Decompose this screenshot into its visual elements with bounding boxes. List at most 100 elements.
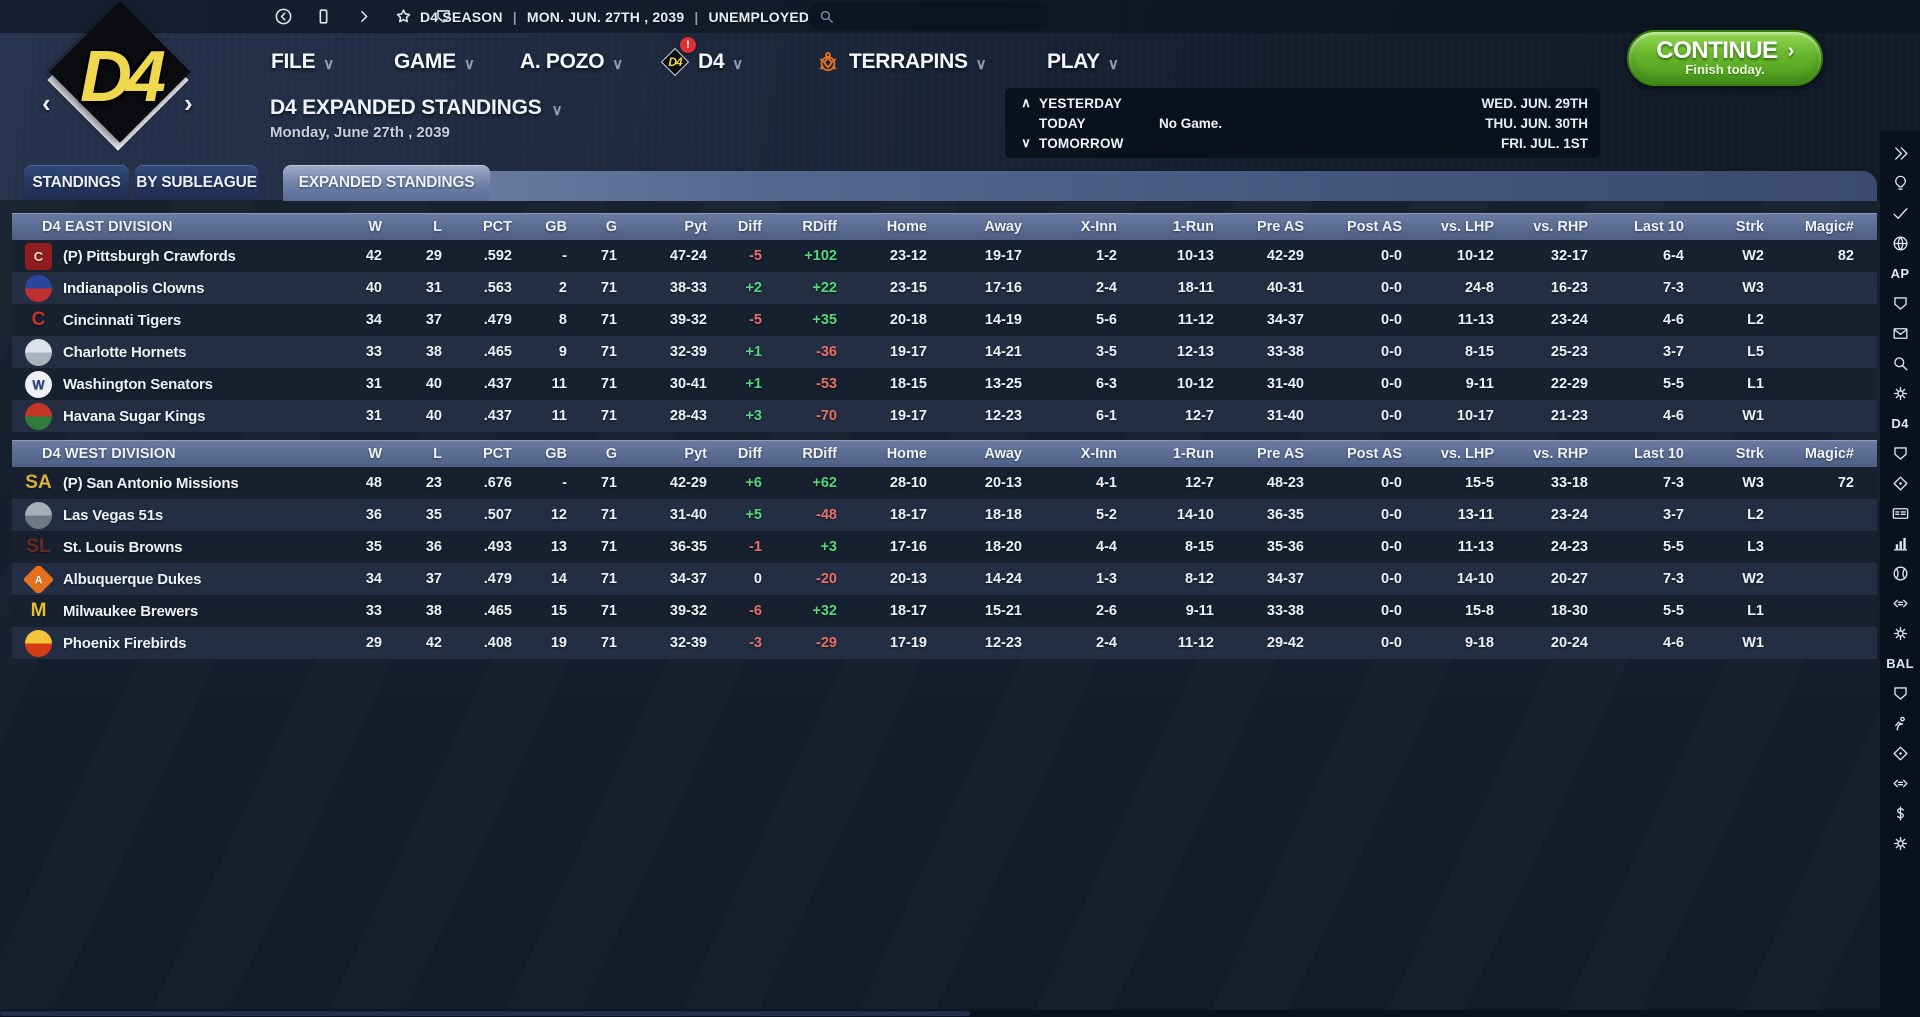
scrollbar-thumb[interactable]	[0, 1011, 970, 1016]
team-cell[interactable]: SA (P) San Antonio Missions	[12, 470, 328, 497]
logo-prev-arrow-icon[interactable]: ‹	[42, 88, 51, 118]
continue-button[interactable]: CONTINUE › Finish today.	[1627, 30, 1823, 86]
menu-game[interactable]: GAME ∨	[394, 50, 475, 73]
team-cell[interactable]: C Cincinnati Tigers	[12, 307, 328, 334]
stat-cell: +62	[812, 475, 837, 491]
column-header: Away	[984, 218, 1022, 235]
table-row[interactable]: C (P) Pittsburgh Crawfords 42 29 .592 - 71 47-…	[12, 240, 1877, 272]
sidebar-label-d4[interactable]: D4	[1891, 415, 1909, 431]
schedule-up-arrow-icon[interactable]: ∧	[1021, 95, 1031, 110]
sidebar-bar-chart-icon[interactable]	[1880, 528, 1920, 558]
team-cell[interactable]: A Albuquerque Dukes	[12, 565, 328, 593]
sidebar-home-icon[interactable]	[1880, 678, 1920, 708]
logo-next-arrow-icon[interactable]: ›	[184, 88, 193, 118]
table-row[interactable]: C Cincinnati Tigers 34 37 .479 8 71 39-32 -5 +35…	[12, 304, 1877, 336]
team-cell[interactable]: Indianapolis Clowns	[12, 274, 328, 302]
sidebar-dollar-icon[interactable]	[1880, 798, 1920, 828]
table-row[interactable]: Charlotte Hornets 33 38 .465 9 71 32-39 +1 -36 1…	[12, 336, 1877, 368]
table-row[interactable]: Indianapolis Clowns 40 31 .563 2 71 38-33 +2 +2…	[12, 272, 1877, 304]
stat-cell: .437	[483, 408, 512, 424]
table-row[interactable]: SA (P) San Antonio Missions 48 23 .676 - 71 42…	[12, 467, 1877, 499]
table-row[interactable]: Phoenix Firebirds 29 42 .408 19 71 32-39 -3 -29…	[12, 627, 1877, 659]
table-row[interactable]: SL St. Louis Browns 35 36 .493 13 71 36-35 -1 +3…	[12, 531, 1877, 563]
column-header: X-Inn	[1080, 445, 1117, 462]
sidebar-target-diamond-icon[interactable]	[1880, 738, 1920, 768]
stat-cell: 29	[365, 635, 382, 651]
sidebar-coach-icon[interactable]	[1880, 708, 1920, 738]
stat-cell: 14-21	[984, 344, 1022, 360]
sidebar-mail-icon[interactable]	[1880, 318, 1920, 348]
tab-standings[interactable]: STANDINGS	[24, 165, 129, 201]
sidebar-id-card-icon[interactable]	[1880, 498, 1920, 528]
sidebar-label-ap[interactable]: AP	[1890, 265, 1910, 281]
sidebar-target-diamond-icon[interactable]	[1880, 468, 1920, 498]
sidebar-swap-icon[interactable]	[1880, 588, 1920, 618]
sidebar-double-chevron-right-icon[interactable]	[1880, 138, 1920, 168]
table-row[interactable]: M Milwaukee Brewers 33 38 .465 15 71 39-32 -6 +3…	[12, 595, 1877, 627]
tab-by-subleague[interactable]: BY SUBLEAGUE	[135, 165, 258, 201]
schedule-down-arrow-icon[interactable]: ∨	[1021, 135, 1031, 150]
sidebar-check-icon[interactable]	[1880, 198, 1920, 228]
page-title-row[interactable]: D4 EXPANDED STANDINGS ∨	[270, 96, 563, 120]
team-cell[interactable]: C (P) Pittsburgh Crawfords	[12, 242, 328, 270]
horizontal-scrollbar[interactable]	[0, 1010, 1920, 1017]
menu-play[interactable]: PLAY ∨	[1047, 50, 1119, 73]
sidebar-lightbulb-icon[interactable]	[1880, 168, 1920, 198]
stat-cell: 28-43	[669, 408, 707, 424]
sidebar-gear-icon[interactable]	[1880, 828, 1920, 858]
menu-a-pozo[interactable]: A. POZO ∨	[520, 50, 624, 73]
sidebar-gear-icon[interactable]	[1880, 618, 1920, 648]
team-cell[interactable]: M Milwaukee Brewers	[12, 598, 328, 625]
stat-cell: 16-23	[1550, 280, 1588, 296]
stat-cell: 33	[365, 603, 382, 619]
table-row[interactable]: A Albuquerque Dukes 34 37 .479 14 71 34-37 0 -20…	[12, 563, 1877, 595]
column-header: PCT	[483, 445, 512, 462]
team-cell[interactable]: Phoenix Firebirds	[12, 629, 328, 657]
search-input[interactable]	[841, 8, 1021, 24]
menu-file[interactable]: FILE ∨	[271, 50, 335, 73]
sidebar-swap-icon[interactable]	[1880, 768, 1920, 798]
sidebar-gear-icon[interactable]	[1880, 378, 1920, 408]
table-row[interactable]: Las Vegas 51s 36 35 .507 12 71 31-40 +5 -48 18-1…	[12, 499, 1877, 531]
phone-icon[interactable]	[312, 6, 334, 28]
sidebar-search-icon[interactable]	[1880, 348, 1920, 378]
sidebar-home-icon[interactable]	[1880, 288, 1920, 318]
team-cell[interactable]: W Washington Senators	[12, 370, 328, 398]
stat-cell: 4-6	[1663, 635, 1684, 651]
stat-cell: 29-42	[1266, 635, 1304, 651]
stat-cell: 15-5	[1464, 475, 1494, 491]
sidebar-globe-icon[interactable]	[1880, 228, 1920, 258]
stat-cell: 8-15	[1464, 344, 1494, 360]
tab-expanded-standings[interactable]: EXPANDED STANDINGS	[283, 165, 490, 201]
stat-cell: 3-5	[1096, 344, 1117, 360]
team-cell[interactable]: Las Vegas 51s	[12, 501, 328, 529]
stat-cell: +22	[812, 280, 837, 296]
team-cell[interactable]: Charlotte Hornets	[12, 338, 328, 366]
table-row[interactable]: W Washington Senators 31 40 .437 11 71 30-41 +1…	[12, 368, 1877, 400]
menu-d4[interactable]: D4! D4 ∨	[660, 36, 743, 88]
star-icon[interactable]	[392, 6, 414, 28]
stat-cell: 8	[558, 312, 567, 328]
sidebar-home-icon[interactable]	[1880, 438, 1920, 468]
menu-terrapins[interactable]: TERRAPINS ∨	[815, 36, 987, 88]
stat-cell: 4-4	[1096, 539, 1117, 555]
chevron-down-icon: ∨	[732, 55, 744, 73]
stat-cell: 25-23	[1550, 344, 1588, 360]
search-box[interactable]	[808, 2, 1048, 30]
stat-cell: 13-25	[984, 376, 1022, 392]
chevron-down-icon: ∨	[975, 55, 987, 73]
stat-cell: 32-39	[669, 344, 707, 360]
sidebar-baseball-icon[interactable]	[1880, 558, 1920, 588]
team-name: Charlotte Hornets	[63, 343, 187, 361]
team-cell[interactable]: SL St. Louis Browns	[12, 534, 328, 561]
league-logo[interactable]: ‹ › D4	[28, 0, 208, 172]
team-cell[interactable]: Havana Sugar Kings	[12, 402, 328, 430]
back-circle-icon[interactable]	[272, 6, 294, 28]
forward-chevron-icon[interactable]	[352, 6, 374, 28]
stat-cell: 71	[600, 344, 617, 360]
table-row[interactable]: Havana Sugar Kings 31 40 .437 11 71 28-43 +3 -7…	[12, 400, 1877, 432]
home-icon[interactable]	[432, 6, 454, 28]
top-bar: D4 SEASON | MON. JUN. 27TH , 2039 | UNEM…	[0, 0, 1920, 33]
schedule-label: TODAY	[1039, 115, 1086, 131]
sidebar-label-bal[interactable]: BAL	[1886, 655, 1914, 671]
